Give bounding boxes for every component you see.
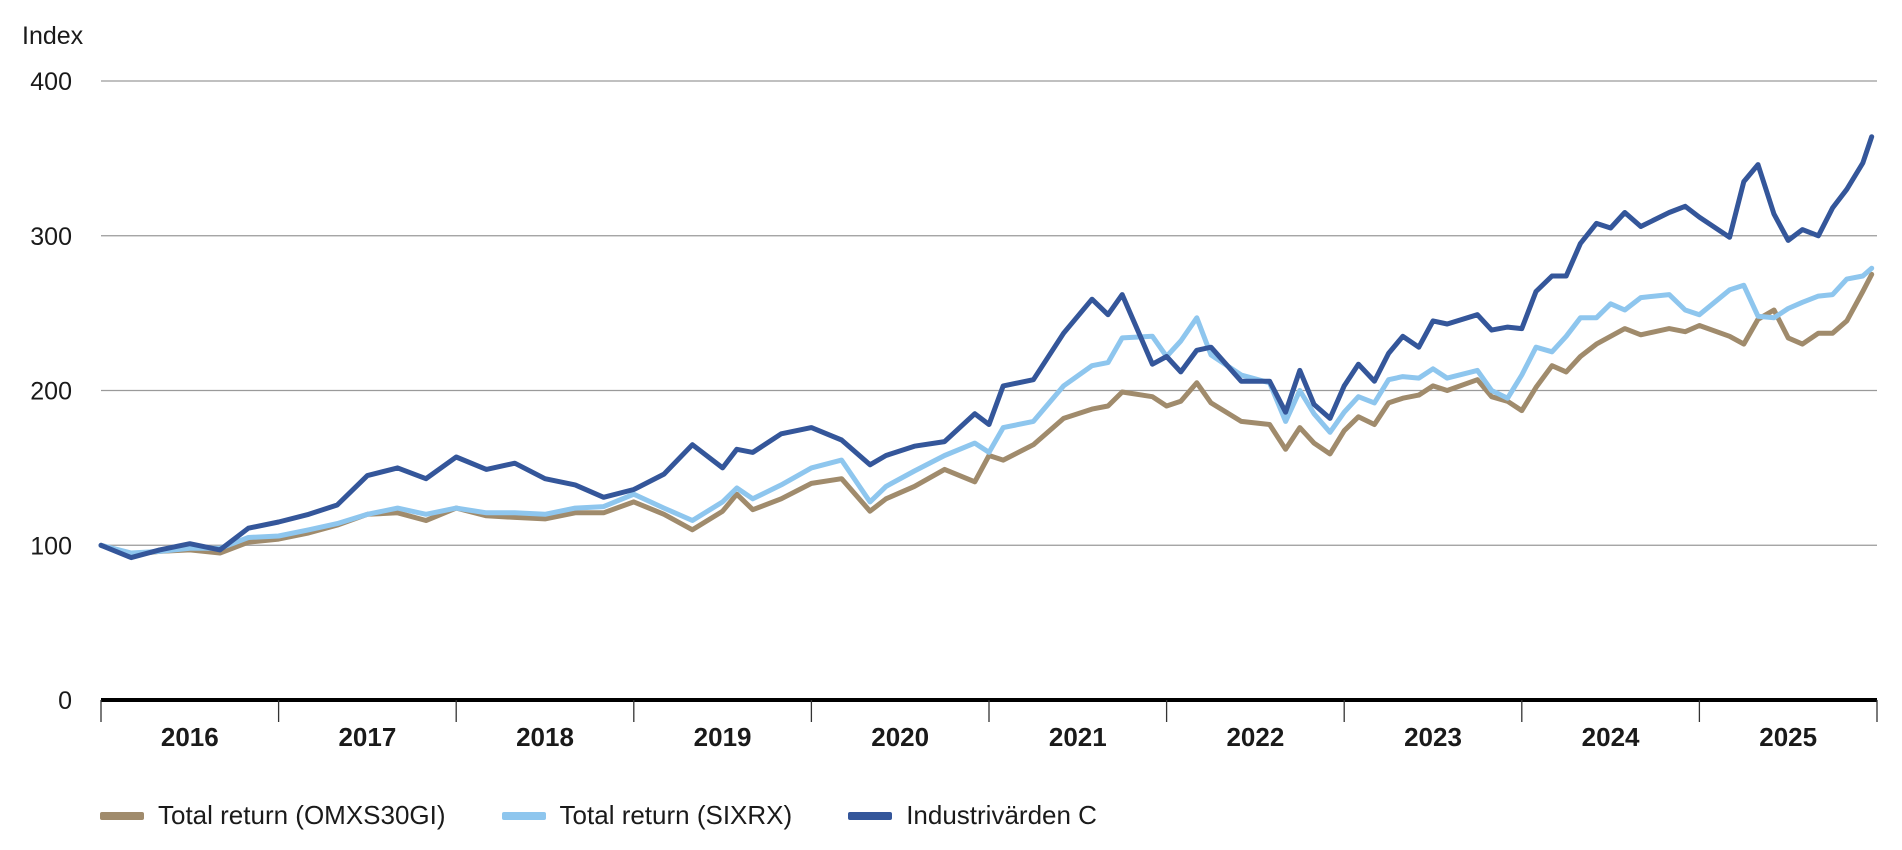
y-tick-label: 100 — [30, 532, 72, 560]
legend-label: Total return (OMXS30GI) — [158, 800, 446, 830]
y-axis-title: Index — [22, 22, 84, 50]
x-tick-label: 2024 — [1582, 722, 1640, 752]
y-tick-label: 300 — [30, 223, 72, 251]
legend-label: Total return (SIXRX) — [559, 800, 793, 830]
x-tick-label: 2020 — [871, 722, 929, 752]
x-tick-label: 2019 — [694, 722, 752, 752]
x-tick-label: 2025 — [1759, 722, 1817, 752]
x-tick-label: 2021 — [1049, 722, 1107, 752]
series-line-industrivarden — [98, 134, 1875, 561]
legend-label: Industrivärden C — [906, 800, 1097, 830]
x-tick-label: 2017 — [338, 722, 396, 752]
legend-swatch — [848, 811, 893, 820]
x-tick-label: 2016 — [161, 722, 219, 752]
y-tick-label: 0 — [58, 687, 72, 715]
series-line-omxs30gi — [98, 271, 1875, 557]
legend-swatch — [100, 811, 144, 820]
x-tick-label: 2018 — [516, 722, 574, 752]
y-tick-label: 400 — [30, 68, 72, 96]
legend-item-sixrx: Total return (SIXRX) — [501, 800, 793, 831]
legend: Total return (OMXS30GI) Total return (SI… — [100, 800, 1097, 831]
series-line-sixrx — [98, 265, 1875, 556]
legend-item-industrivarden: Industrivärden C — [848, 800, 1097, 831]
x-tick-label: 2022 — [1226, 722, 1284, 752]
x-tick-label: 2023 — [1404, 722, 1462, 752]
legend-item-omxs30gi: Total return (OMXS30GI) — [100, 800, 446, 831]
legend-swatch — [501, 811, 546, 820]
y-tick-label: 200 — [30, 378, 72, 406]
